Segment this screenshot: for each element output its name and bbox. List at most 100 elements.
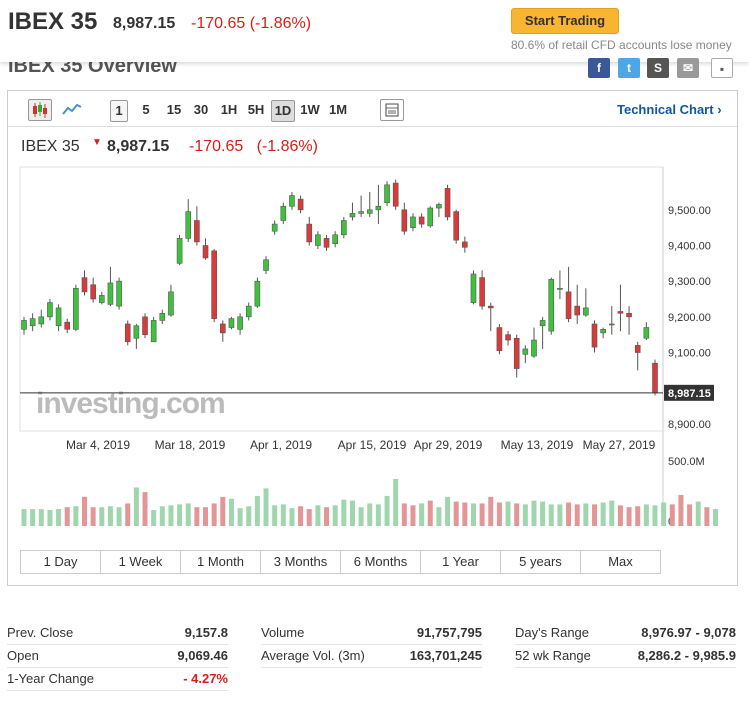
range-button[interactable]: 5 years — [501, 551, 581, 573]
down-arrow-icon: ▼ — [92, 137, 102, 148]
timeframe-1w[interactable]: 1W — [300, 102, 320, 117]
volume-bar — [453, 501, 459, 526]
candle — [539, 320, 546, 327]
stat-label: Volume — [261, 625, 305, 640]
technical-chart-link[interactable]: Technical Chart › — [617, 102, 722, 117]
stat-row: 1-Year Change - 4.27% — [7, 668, 228, 691]
volume-bar — [566, 502, 572, 526]
timeframe-5h[interactable]: 5H — [247, 102, 265, 117]
candle — [557, 287, 563, 290]
volume-tick-label: 500.0M — [668, 456, 705, 468]
candle — [470, 273, 477, 303]
stat-row: 52 wk Range 8,286.2 - 9,985.9 — [515, 645, 736, 668]
volume-bar — [574, 504, 580, 526]
stat-value: 8,286.2 - 9,985.9 — [637, 648, 736, 663]
volume-bar — [505, 501, 511, 526]
stat-value: - 4.27% — [183, 671, 228, 686]
volume-bar — [531, 500, 537, 526]
candle — [496, 327, 503, 352]
stats-column: Prev. Close 9,157.8 Open 9,069.46 1-Year Cha… — [7, 622, 228, 691]
candle — [479, 277, 485, 307]
stat-row: Day's Range 8,976.97 - 9,078 — [515, 622, 736, 645]
volume-bar — [90, 507, 96, 526]
quote-header: IBEX 35 8,987.15 -170.65 (-1.86%) Start … — [0, 0, 749, 62]
candle — [392, 182, 399, 207]
timeframe-5[interactable]: 5 — [142, 102, 150, 117]
candle — [47, 302, 53, 318]
candle — [375, 205, 382, 211]
area-chart-icon[interactable] — [60, 99, 84, 121]
candle — [323, 238, 330, 248]
volume-bar — [228, 498, 234, 526]
timeframe-15[interactable]: 15 — [166, 102, 182, 117]
volume-bar — [272, 505, 278, 526]
price-chart[interactable]: 9,500.00 9,400.00 9,300.00 9,200.00 9,100.00… — [8, 91, 737, 546]
stocktwits-icon[interactable]: S — [647, 58, 669, 78]
candle — [29, 318, 36, 327]
volume-bar — [151, 510, 157, 526]
candle — [384, 184, 390, 203]
stat-row: Average Vol. (3m) 163,701,245 — [261, 645, 482, 668]
timeframe-1h[interactable]: 1H — [220, 102, 238, 117]
volume-bar — [384, 495, 390, 526]
candle — [254, 280, 261, 307]
timeframe-30[interactable]: 30 — [193, 102, 209, 117]
stat-value: 9,069.46 — [177, 648, 228, 663]
range-button[interactable]: 6 Months — [341, 551, 421, 573]
candle — [626, 312, 632, 318]
email-icon[interactable]: ✉ — [677, 58, 699, 78]
print-icon[interactable]: ▪ — [711, 58, 733, 78]
volume-bar — [133, 487, 139, 526]
timeframe-1m[interactable]: 1M — [328, 102, 348, 117]
range-button[interactable]: 1 Month — [181, 551, 261, 573]
timeframe-1d[interactable]: 1D — [271, 100, 295, 122]
chevron-right-icon: › — [717, 102, 722, 117]
candle — [608, 323, 615, 326]
volume-bar — [540, 501, 546, 526]
price-tick-label: 9,300.00 — [668, 276, 711, 288]
candle — [453, 211, 459, 241]
volume-bar — [194, 507, 200, 526]
range-button[interactable]: Max — [608, 554, 633, 569]
date-tick-label: May 13, 2019 — [501, 438, 574, 452]
start-trading-button[interactable]: Start Trading — [511, 8, 619, 34]
panel-layout-icon[interactable] — [380, 99, 404, 121]
volume-bar — [470, 503, 476, 526]
candle — [574, 305, 581, 316]
candle — [202, 245, 209, 259]
candle — [124, 323, 131, 343]
timeframe-1[interactable]: 1 — [110, 100, 128, 122]
stat-value: 9,157.8 — [184, 625, 228, 640]
volume-bar — [64, 507, 70, 526]
volume-bar — [669, 504, 675, 526]
stat-label: 52 wk Range — [515, 648, 591, 663]
facebook-icon[interactable]: f — [588, 58, 610, 78]
range-button[interactable]: 1 Day — [21, 551, 101, 573]
stat-row: Volume 91,757,795 — [261, 622, 482, 645]
candle — [358, 211, 364, 214]
volume-bar — [609, 500, 615, 526]
candle — [583, 307, 589, 316]
volume-bar — [159, 506, 165, 526]
volume-bar — [237, 508, 243, 526]
volume-bar — [583, 503, 589, 526]
candle — [211, 250, 217, 319]
range-button[interactable]: 1 Year — [421, 551, 501, 573]
volume-bar — [254, 495, 260, 526]
volume-bar — [263, 488, 269, 526]
candle — [116, 280, 122, 307]
twitter-icon[interactable]: t — [618, 58, 640, 78]
range-button[interactable]: 3 Months — [261, 551, 341, 573]
volume-bar — [496, 502, 502, 526]
candle — [263, 259, 269, 271]
candle — [591, 323, 598, 348]
candle — [513, 337, 520, 369]
range-button[interactable]: 1 Week — [101, 551, 181, 573]
candle — [185, 211, 192, 239]
candlestick-icon[interactable] — [28, 99, 52, 121]
current-price-label: 8,987.15 — [668, 388, 711, 400]
volume-bar — [30, 509, 36, 526]
candle — [315, 234, 321, 246]
price-tick-label: 9,400.00 — [668, 240, 711, 252]
candle — [55, 307, 62, 327]
